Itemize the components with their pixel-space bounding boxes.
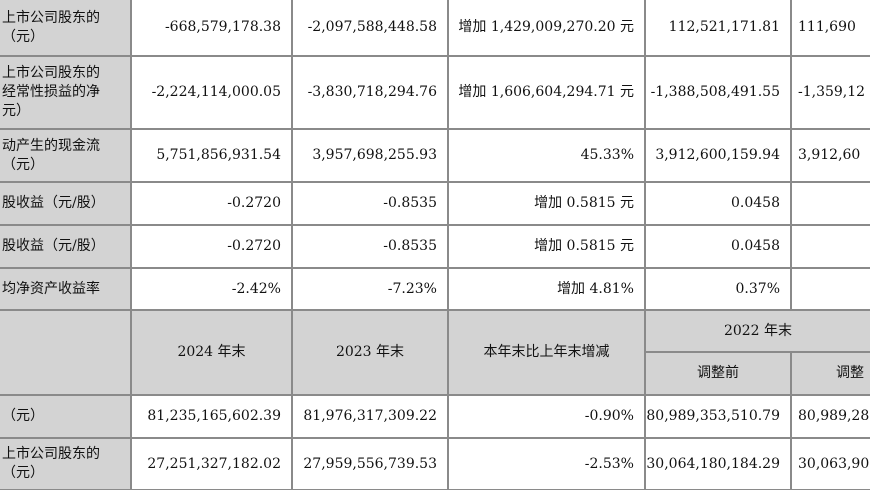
label-line: 上市公司股东的	[2, 446, 100, 462]
value-2022-before: 0.0458	[645, 182, 791, 225]
label-line: 上市公司股东的	[2, 65, 100, 81]
value-2024: -0.2720	[131, 182, 292, 225]
value-2023: 3,957,698,255.93	[292, 129, 448, 182]
value-2024: 5,751,856,931.54	[131, 129, 292, 182]
label-line: 均净资产收益率	[2, 280, 100, 297]
value-2022-after	[791, 225, 870, 268]
value-2023: 81,976,317,309.22	[292, 395, 448, 438]
label-line: （元）	[2, 28, 44, 45]
row-label: 上市公司股东的 经常性损益的净 元）	[0, 56, 131, 129]
value-2022-after: 3,912,60	[791, 129, 870, 182]
row-label: 股收益（元/股）	[0, 182, 131, 225]
label-line: 股收益（元/股）	[2, 195, 105, 211]
value-2023: 27,959,556,739.53	[292, 438, 448, 490]
value-2024: 81,235,165,602.39	[131, 395, 292, 438]
header-2023: 2023 年末	[292, 310, 448, 395]
value-2024: -2.42%	[131, 268, 292, 310]
value-2022-after: -1,359,12	[791, 56, 870, 129]
row-label: 股收益（元/股）	[0, 225, 131, 268]
value-change: -2.53%	[448, 438, 645, 490]
value-change: 增加 4.81%	[448, 268, 645, 310]
value-2023: -0.8535	[292, 182, 448, 225]
value-2022-before: 3,912,600,159.94	[645, 129, 791, 182]
value-change: 增加 0.5815 元	[448, 182, 645, 225]
value-2022-after: 30,063,90	[791, 438, 870, 490]
value-change: 45.33%	[448, 129, 645, 182]
value-2022-before: 0.0458	[645, 225, 791, 268]
value-2022-before: 30,064,180,184.29	[645, 438, 791, 490]
header-2024: 2024 年末	[131, 310, 292, 395]
row-label: 动产生的现金流 （元）	[0, 129, 131, 182]
value-change: 增加 1,606,604,294.71 元	[448, 56, 645, 129]
value-2022-after	[791, 268, 870, 310]
row-label: 上市公司股东的 （元）	[0, 0, 131, 56]
value-2022-after	[791, 182, 870, 225]
header-after-adjust: 调整	[791, 352, 870, 395]
label-line: （元）	[2, 408, 44, 424]
value-2022-before: 0.37%	[645, 268, 791, 310]
value-2023: -7.23%	[292, 268, 448, 310]
value-2023: -0.8535	[292, 225, 448, 268]
value-2023: -2,097,588,448.58	[292, 0, 448, 56]
value-2023: -3,830,718,294.76	[292, 56, 448, 129]
value-2024: -2,224,114,000.05	[131, 56, 292, 129]
label-line: 股收益（元/股）	[2, 238, 105, 254]
value-change: 增加 0.5815 元	[448, 225, 645, 268]
header-change: 本年末比上年末增减	[448, 310, 645, 395]
header-before-adjust: 调整前	[645, 352, 791, 395]
row-label: 均净资产收益率	[0, 268, 131, 310]
label-line: 上市公司股东的	[2, 9, 100, 26]
value-2022-after: 111,690	[791, 0, 870, 56]
value-change: -0.90%	[448, 395, 645, 438]
value-change: 增加 1,429,009,270.20 元	[448, 0, 645, 56]
header-2022: 2022 年末	[645, 310, 870, 352]
row-label: （元）	[0, 395, 131, 438]
label-line: （元）	[2, 156, 44, 173]
value-2022-before: 112,521,171.81	[645, 0, 791, 56]
value-2022-before: -1,388,508,491.55	[645, 56, 791, 129]
label-line: 元）	[2, 103, 30, 119]
value-2024: 27,251,327,182.02	[131, 438, 292, 490]
label-line: 经常性损益的净	[2, 84, 100, 100]
label-line: （元）	[2, 465, 44, 481]
label-line: 动产生的现金流	[2, 137, 100, 154]
value-2024: -0.2720	[131, 225, 292, 268]
value-2022-before: 80,989,353,510.79	[645, 395, 791, 438]
value-2022-after: 80,989,28	[791, 395, 870, 438]
value-2024: -668,579,178.38	[131, 0, 292, 56]
row-label: 上市公司股东的 （元）	[0, 438, 131, 490]
header-blank	[0, 310, 131, 395]
